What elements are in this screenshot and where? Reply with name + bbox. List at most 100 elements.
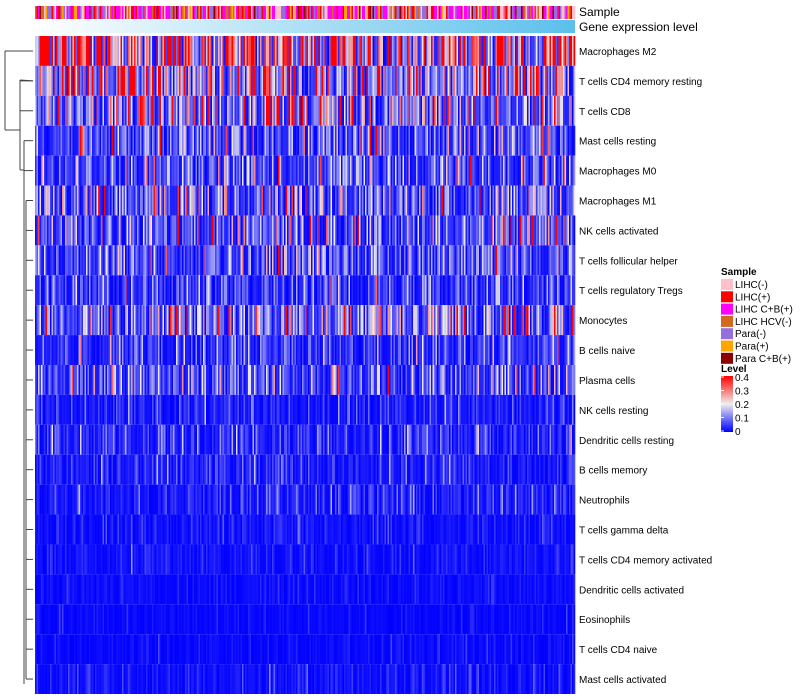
heatmap-cell bbox=[530, 305, 532, 336]
heatmap-cell bbox=[333, 245, 336, 276]
heatmap-cell bbox=[471, 305, 474, 336]
heatmap-cell bbox=[356, 394, 358, 425]
heatmap-cell bbox=[422, 305, 424, 336]
heatmap-cell bbox=[206, 215, 208, 246]
sample-annotation-cell bbox=[503, 6, 505, 19]
heatmap-cell bbox=[509, 275, 511, 306]
heatmap-cell bbox=[317, 95, 319, 126]
heatmap-cell bbox=[284, 365, 286, 395]
heatmap-cell bbox=[96, 305, 99, 336]
heatmap-cell bbox=[137, 36, 139, 66]
heatmap-cell bbox=[191, 185, 193, 216]
heatmap-cell bbox=[266, 95, 268, 126]
sample-annotation-cell bbox=[105, 6, 108, 19]
heatmap-cell bbox=[381, 65, 384, 96]
heatmap-cell bbox=[380, 185, 382, 216]
heatmap-cell bbox=[392, 365, 394, 395]
heatmap-cell bbox=[147, 394, 150, 425]
heatmap-cell bbox=[288, 185, 291, 216]
heatmap-cell bbox=[81, 125, 84, 156]
heatmap-cell bbox=[450, 335, 453, 365]
heatmap-cell bbox=[183, 245, 186, 276]
heatmap-cell bbox=[347, 305, 349, 336]
heatmap-cell bbox=[347, 36, 349, 66]
heatmap-cell bbox=[326, 245, 328, 276]
heatmap-cell bbox=[566, 215, 568, 246]
heatmap-cell bbox=[434, 305, 436, 336]
heatmap-cell bbox=[129, 394, 132, 425]
heatmap-cell bbox=[297, 125, 300, 156]
heatmap-cell bbox=[239, 185, 241, 216]
heatmap-cell bbox=[191, 365, 193, 395]
heatmap-cell bbox=[563, 65, 565, 96]
heatmap-cell bbox=[240, 36, 243, 66]
heatmap-cell bbox=[369, 36, 372, 66]
heatmap-cell bbox=[455, 215, 457, 246]
heatmap-cell bbox=[276, 125, 279, 156]
heatmap-cell bbox=[114, 215, 117, 246]
heatmap-cell bbox=[503, 335, 505, 365]
heatmap-cell bbox=[141, 95, 144, 126]
heatmap-cell bbox=[479, 125, 481, 156]
heatmap-cell bbox=[284, 65, 286, 96]
heatmap-cell bbox=[107, 155, 109, 186]
heatmap-cell bbox=[201, 215, 204, 246]
heatmap-cell bbox=[519, 36, 522, 66]
heatmap-cell bbox=[113, 275, 115, 306]
heatmap-cell bbox=[312, 95, 315, 126]
heatmap-cell bbox=[546, 245, 549, 276]
heatmap-cell bbox=[62, 365, 64, 395]
heatmap-cell bbox=[159, 394, 162, 425]
heatmap-cell bbox=[521, 365, 523, 395]
heatmap-cell bbox=[320, 125, 322, 156]
heatmap-cell bbox=[183, 394, 186, 425]
heatmap-cell bbox=[210, 394, 213, 425]
sample-annotation-cell bbox=[146, 6, 148, 19]
heatmap-cell bbox=[138, 394, 141, 425]
heatmap-cell bbox=[165, 215, 168, 246]
sample-annotation-cell bbox=[293, 6, 295, 19]
heatmap-cell bbox=[509, 185, 511, 216]
heatmap-cell bbox=[113, 305, 115, 336]
heatmap-cell bbox=[336, 305, 339, 336]
heatmap-cell bbox=[426, 305, 429, 336]
sample-annotation-cell bbox=[159, 6, 162, 19]
heatmap-cell bbox=[443, 95, 445, 126]
heatmap-cell bbox=[174, 125, 177, 156]
heatmap-cell bbox=[71, 394, 73, 425]
heatmap-cell bbox=[443, 335, 445, 365]
heatmap-cell bbox=[125, 36, 127, 66]
heatmap-cell bbox=[258, 335, 261, 365]
heatmap-cell bbox=[84, 125, 87, 156]
heatmap-cell bbox=[482, 275, 484, 306]
heatmap-cell bbox=[168, 155, 171, 186]
heatmap-cell bbox=[293, 394, 295, 425]
heatmap-cell bbox=[60, 365, 63, 395]
heatmap-cell bbox=[443, 215, 445, 246]
heatmap-cell bbox=[375, 155, 378, 186]
heatmap-cell bbox=[306, 275, 309, 306]
heatmap-cell bbox=[518, 95, 520, 126]
heatmap-cell bbox=[164, 275, 166, 306]
heatmap-cell bbox=[131, 305, 133, 336]
heatmap-cell bbox=[368, 335, 370, 365]
heatmap-cell bbox=[363, 65, 366, 96]
sample-annotation-cell bbox=[87, 6, 90, 19]
heatmap-cell bbox=[506, 65, 508, 96]
heatmap-cell bbox=[536, 185, 538, 216]
heatmap-cell bbox=[570, 305, 573, 336]
heatmap-cell bbox=[204, 185, 207, 216]
heatmap-cell bbox=[362, 95, 364, 126]
heatmap-cell bbox=[333, 65, 336, 96]
heatmap-cell bbox=[507, 365, 510, 395]
heatmap-cell bbox=[144, 125, 147, 156]
heatmap-cell bbox=[474, 185, 477, 216]
heatmap-cell bbox=[35, 394, 37, 425]
heatmap-cell bbox=[392, 275, 394, 306]
heatmap-cell bbox=[401, 245, 403, 276]
heatmap-cell bbox=[72, 335, 75, 365]
heatmap-cell bbox=[374, 125, 376, 156]
heatmap-cell bbox=[527, 155, 529, 186]
heatmap-cell bbox=[512, 155, 514, 186]
heatmap-cell bbox=[516, 215, 519, 246]
